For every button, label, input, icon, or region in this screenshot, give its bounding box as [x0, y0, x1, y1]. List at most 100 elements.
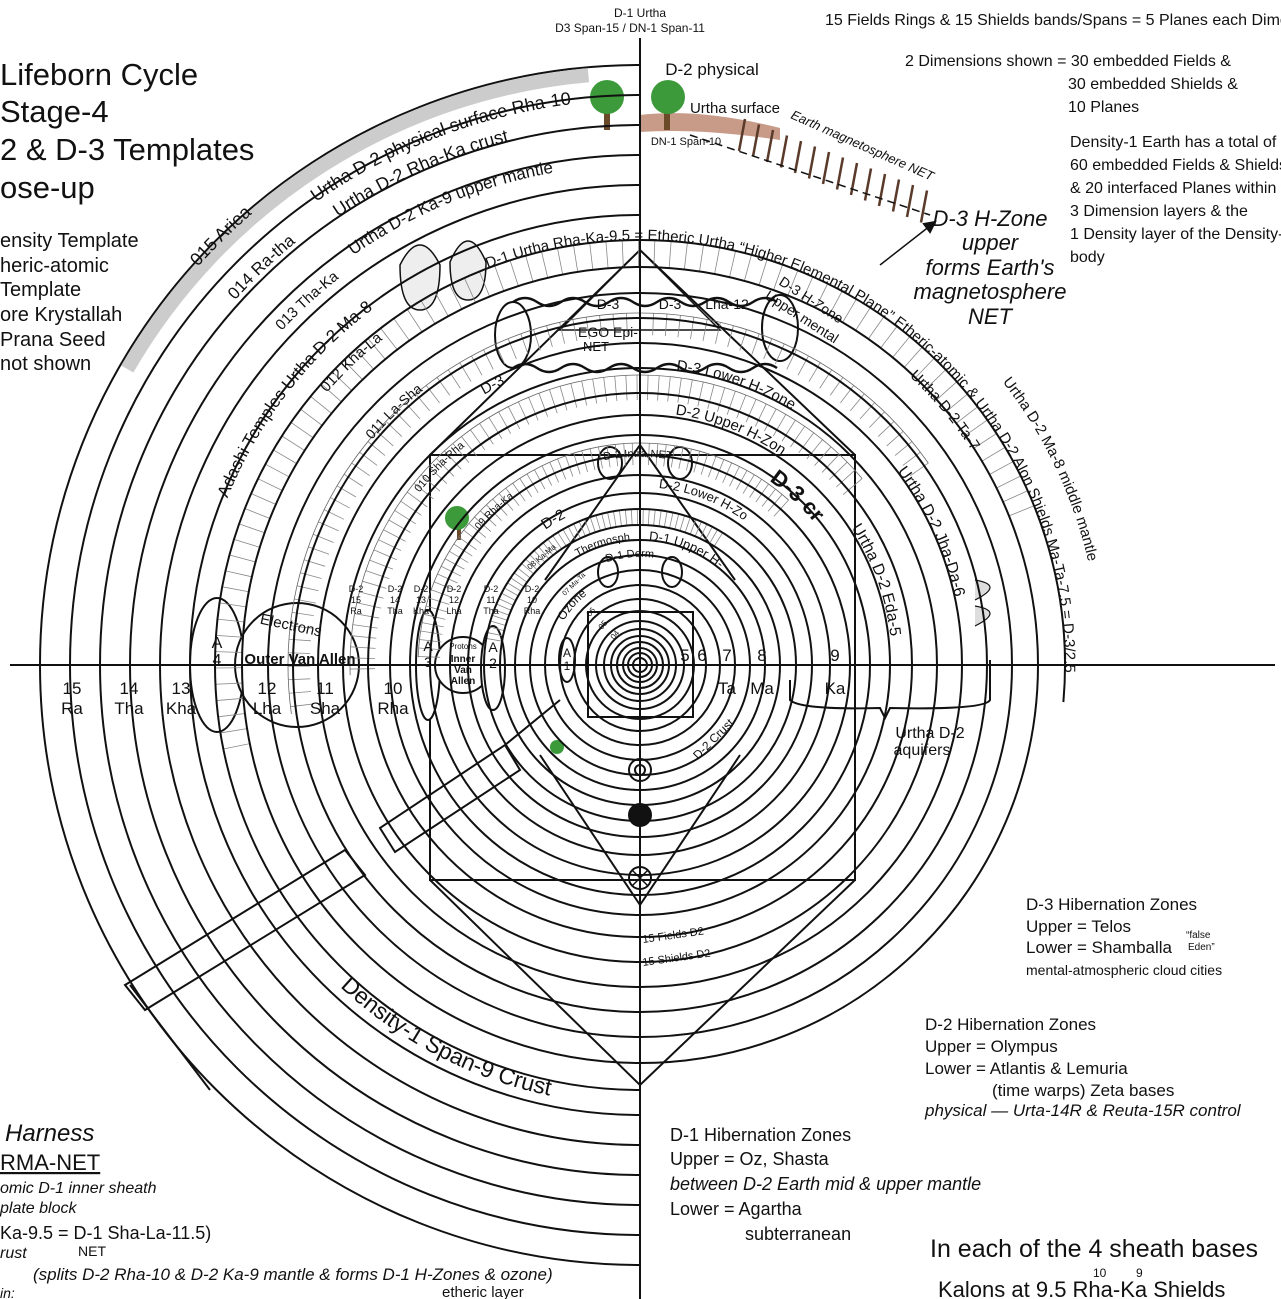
hibernation-text: Upper = Olympus	[925, 1037, 1058, 1056]
tree-crown	[651, 80, 685, 114]
column-label: 13	[416, 595, 426, 605]
axis-label: 11	[316, 679, 334, 698]
h-zone-note: D-3 H-Zone	[933, 206, 1048, 231]
title: ose-up	[0, 170, 95, 205]
right-note: 1 Density layer of the Density-	[1070, 226, 1281, 243]
axis-label: 5	[680, 646, 689, 665]
ring-label: 3	[424, 654, 432, 670]
diagram-label: EGO Epi-	[578, 324, 638, 340]
title: Lifeborn Cycle	[0, 57, 198, 92]
hibernation-text: Eden”	[1188, 942, 1215, 953]
hibernation-text: Lower = Atlantis & Lemuria	[925, 1059, 1128, 1078]
title: Stage-4	[0, 94, 109, 129]
axis-label: 9	[830, 646, 839, 665]
bottom-right-text: Kalons at 9.5 Rha-Ka Shields	[938, 1277, 1225, 1299]
axis-label: 12	[258, 679, 277, 698]
axis-label: 13	[172, 679, 191, 698]
hibernation-text: Upper = Oz, Shasta	[670, 1149, 830, 1169]
left-note: ensity Template	[0, 230, 139, 252]
column-label: 11	[486, 595, 495, 605]
title: 2 & D-3 Templates	[0, 132, 254, 167]
ring-label: Outer Van Allen	[244, 651, 355, 668]
hibernation-text: (time warps) Zeta bases	[992, 1081, 1174, 1100]
axis-label: 14	[120, 679, 139, 698]
diagram-label: D-3	[597, 296, 620, 312]
ring-label: Van	[454, 665, 472, 676]
left-note: heric-atomic	[0, 255, 109, 277]
bottom-right-text: 10	[1093, 1266, 1107, 1280]
axis-label: Lha	[253, 699, 282, 718]
hibernation-text: Lower = Agartha	[670, 1199, 803, 1219]
column-label: D-2	[388, 584, 403, 594]
top-label: D-1 Urtha	[614, 6, 666, 20]
diagram-label: D-3	[659, 296, 682, 312]
axis-label: Tha	[114, 699, 144, 718]
axis-label: 6	[697, 646, 706, 665]
column-label: Lha	[446, 606, 461, 616]
ring-label: A	[212, 635, 223, 652]
column-label: 12	[449, 595, 459, 605]
ring-label: Allen	[451, 676, 475, 687]
right-note: & 20 interfaced Planes within t	[1070, 180, 1281, 197]
axis-label: Ka	[825, 679, 846, 698]
hibernation-text: D-2 Hibernation Zones	[925, 1015, 1096, 1034]
ring-label: A	[423, 638, 433, 654]
column-label: D-2	[349, 584, 364, 594]
surface-label: Urtha surface	[690, 100, 780, 117]
axis-label: Ta	[718, 679, 737, 698]
hibernation-text: D-3 Hibernation Zones	[1026, 895, 1197, 914]
bottom-left-text: omic D-1 inner sheath	[0, 1180, 157, 1197]
right-note: 60 embedded Fields & Shields	[1070, 157, 1281, 174]
column-label: D-2	[414, 584, 429, 594]
h-zone-note: magnetosphere	[914, 279, 1067, 304]
axis-label: Ra	[61, 699, 83, 718]
column-label: D-2	[484, 584, 499, 594]
hibernation-text: Upper = Telos	[1026, 917, 1131, 936]
column-label: 15	[351, 595, 361, 605]
axis-label: 8	[757, 646, 766, 665]
column-label: Tha	[387, 606, 403, 616]
surface-label: DN-1 Span-10	[651, 136, 721, 148]
bottom-right-text: 9	[1136, 1266, 1143, 1280]
diagram-label: aquifers	[894, 742, 951, 759]
bottom-left-text: RMA-NET	[0, 1150, 100, 1175]
left-note: Template	[0, 279, 81, 301]
hibernation-text: mental-atmospheric cloud cities	[1026, 962, 1222, 978]
ring-label: A	[488, 639, 498, 655]
bottom-left-text: etheric layer	[442, 1284, 524, 1299]
column-label: Ra	[350, 606, 362, 616]
diagram-label: Lha-12	[705, 296, 749, 312]
bottom-left-text: rust	[0, 1245, 27, 1262]
ring-label: Protons	[449, 642, 477, 651]
right-note: 3 Dimension layers & the	[1070, 203, 1248, 220]
right-note: body	[1070, 249, 1105, 266]
right-note: 10 Planes	[1068, 99, 1139, 116]
bottom-left-text: (splits D-2 Rha-10 & D-2 Ka-9 mantle & f…	[33, 1265, 553, 1284]
hibernation-text: between D-2 Earth mid & upper mantle	[670, 1174, 981, 1194]
axis-label: 15	[63, 679, 82, 698]
hibernation-text: Lower = Shamballa	[1026, 938, 1173, 957]
surface-label: D-2 physical	[665, 60, 759, 79]
left-note: not shown	[0, 353, 91, 375]
h-zone-note: forms Earth's	[926, 255, 1055, 280]
hibernation-text: D-1 Hibernation Zones	[670, 1125, 851, 1145]
hibernation-text: subterranean	[745, 1224, 851, 1244]
axis-label: 7	[722, 646, 731, 665]
axis-label: 10	[384, 679, 403, 698]
ring-label: 1	[564, 659, 571, 673]
ring-label: 4	[213, 652, 222, 669]
diagram: Urtha D-2 physical surface Rha-10Urtha D…	[0, 0, 1281, 1299]
bottom-left-text: in:	[0, 1285, 15, 1299]
diagram-label: NET	[583, 339, 609, 354]
axis-label: Kha	[166, 699, 197, 718]
right-note: Density-1 Earth has a total of	[1070, 134, 1277, 151]
ring-label: Inner	[451, 654, 476, 665]
ring-label: 2	[489, 655, 497, 671]
left-note: Prana Seed	[0, 329, 106, 351]
column-label: 10	[527, 595, 537, 605]
bottom-left-text: NET	[78, 1243, 106, 1259]
bottom-right-text: In each of the 4 sheath bases	[930, 1235, 1258, 1263]
bottom-left-text: Ka-9.5 = D-1 Sha-La-11.5)	[0, 1223, 211, 1243]
column-label: Tha	[483, 606, 499, 616]
column-label: D-2	[525, 584, 540, 594]
